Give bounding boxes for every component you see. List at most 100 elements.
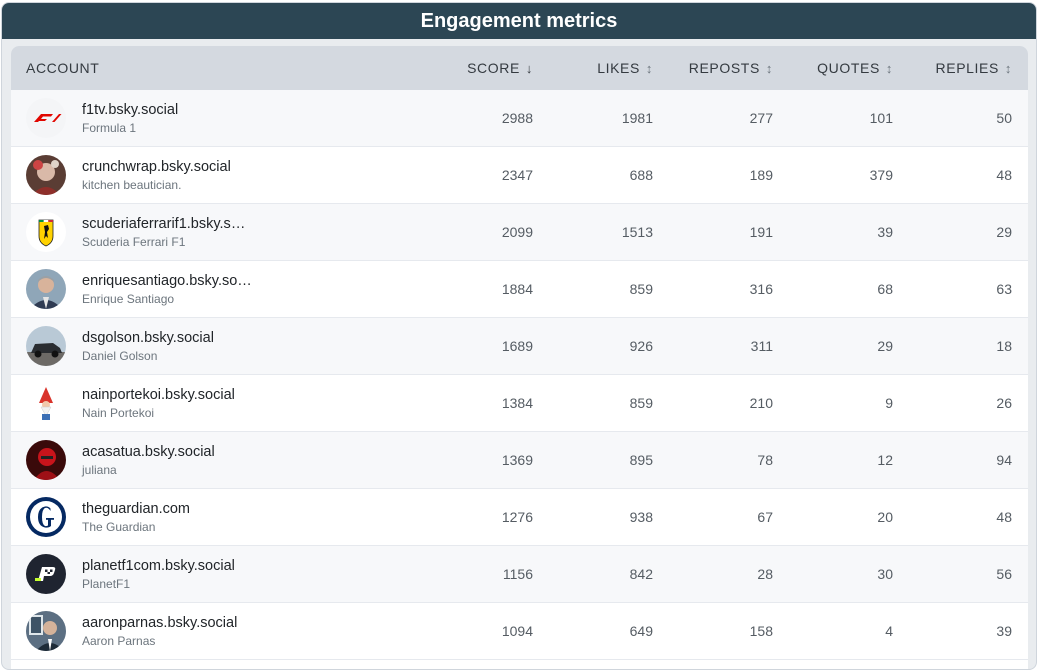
column-header-quotes[interactable]: QUOTES ↕ <box>788 60 908 76</box>
score-cell: 2099 <box>501 224 533 240</box>
score-cell: 1689 <box>501 338 533 354</box>
sort-icon: ↕ <box>885 61 893 76</box>
ferrari-shield-icon[interactable] <box>26 212 66 252</box>
quotes-cell: 379 <box>869 167 893 183</box>
table-row[interactable]: theguardian.com The Guardian 1276 938 67… <box>11 489 1028 546</box>
f1-logo-icon[interactable] <box>26 98 66 138</box>
replies-cell: 18 <box>996 338 1012 354</box>
account-display-name: Enrique Santiago <box>82 291 175 306</box>
column-label-likes: LIKES <box>597 60 640 76</box>
account-handle[interactable]: scuderiaferrarif1.bsky.so… <box>82 215 252 232</box>
portrait-photo-icon[interactable] <box>26 155 66 195</box>
gnome-icon[interactable] <box>26 383 66 423</box>
account-cell: enriquesantiago.bsky.so… Enrique Santiag… <box>11 269 428 309</box>
table-row[interactable]: nainportekoi.bsky.social Nain Portekoi 1… <box>11 375 1028 432</box>
car-photo-icon[interactable] <box>26 326 66 366</box>
reposts-cell: 158 <box>749 623 773 639</box>
metrics-table: ACCOUNT SCORE ↓ LIKES ↕ REPOSTS ↕ QUOTES ↕ R… <box>11 46 1028 669</box>
account-cell: f1tv.bsky.social Formula 1 <box>11 98 428 138</box>
reposts-cell: 78 <box>757 452 773 468</box>
account-handle[interactable]: dsgolson.bsky.social <box>82 329 214 346</box>
table-row[interactable]: planetf1com.bsky.social PlanetF1 1156 84… <box>11 546 1028 603</box>
reposts-cell: 189 <box>749 167 773 183</box>
account-display-name: juliana <box>82 462 117 477</box>
account-handle[interactable]: theguardian.com <box>82 500 191 517</box>
quotes-cell: 9 <box>885 395 893 411</box>
score-cell: 1156 <box>502 566 533 582</box>
reposts-cell: 277 <box>749 110 773 126</box>
score-cell: 1094 <box>501 623 533 639</box>
account-display-name: Daniel Golson <box>82 348 158 363</box>
column-header-likes[interactable]: LIKES ↕ <box>548 60 668 76</box>
panel-title: Engagement metrics <box>2 3 1036 39</box>
replies-cell: 39 <box>996 623 1012 639</box>
likes-cell: 842 <box>629 566 653 582</box>
likes-cell: 938 <box>629 509 653 525</box>
column-label-account: ACCOUNT <box>26 60 100 76</box>
quotes-cell: 12 <box>877 452 893 468</box>
likes-cell: 895 <box>629 452 653 468</box>
table-row[interactable]: enriquesantiago.bsky.so… Enrique Santiag… <box>11 261 1028 318</box>
account-cell: dsgolson.bsky.social Daniel Golson <box>11 326 428 366</box>
guardian-g-icon[interactable] <box>26 497 66 537</box>
table-row[interactable]: crunchwrap.bsky.social kitchen beauticia… <box>11 147 1028 204</box>
account-display-name: Nain Portekoi <box>82 405 155 420</box>
score-cell: 1384 <box>501 395 533 411</box>
column-header-replies[interactable]: REPLIES ↕ <box>908 60 1028 76</box>
account-handle[interactable]: crunchwrap.bsky.social <box>82 158 231 175</box>
score-cell: 1369 <box>501 452 533 468</box>
table-row[interactable]: scuderiaferrarif1.bsky.so… Scuderia Ferr… <box>11 204 1028 261</box>
likes-cell: 649 <box>629 623 653 639</box>
column-header-score[interactable]: SCORE ↓ <box>428 60 548 76</box>
account-handle[interactable]: f1tv.bsky.social <box>82 101 179 118</box>
red-photo-icon[interactable] <box>26 440 66 480</box>
column-label-score: SCORE <box>467 60 520 76</box>
likes-cell: 1981 <box>621 110 653 126</box>
score-cell: 2988 <box>501 110 533 126</box>
table-row[interactable]: f1tv.bsky.social Formula 1 2988 1981 277… <box>11 90 1028 147</box>
account-display-name: Formula 1 <box>82 120 137 135</box>
sort-icon: ↕ <box>1004 61 1012 76</box>
account-handle[interactable]: nainportekoi.bsky.social <box>82 386 235 403</box>
score-cell: 1884 <box>501 281 533 297</box>
account-display-name: The Guardian <box>82 519 156 534</box>
account-handle[interactable]: planetf1com.bsky.social <box>82 557 235 574</box>
quotes-cell: 68 <box>877 281 893 297</box>
planetf1-logo-icon[interactable] <box>26 554 66 594</box>
account-handle[interactable]: acasatua.bsky.social <box>82 443 215 460</box>
reposts-cell: 28 <box>757 566 773 582</box>
quotes-cell: 30 <box>877 566 893 582</box>
account-cell: crunchwrap.bsky.social kitchen beauticia… <box>11 155 428 195</box>
reposts-cell: 67 <box>757 509 773 525</box>
account-handle[interactable]: enriquesantiago.bsky.so… <box>82 272 252 289</box>
likes-cell: 1513 <box>621 224 653 240</box>
score-cell: 1276 <box>501 509 533 525</box>
score-cell: 2347 <box>501 167 533 183</box>
quotes-cell: 101 <box>869 110 893 126</box>
table-row[interactable]: acasatua.bsky.social juliana 1369 895 78… <box>11 432 1028 489</box>
reposts-cell: 316 <box>749 281 773 297</box>
column-label-reposts: REPOSTS <box>688 60 760 76</box>
likes-cell: 926 <box>629 338 653 354</box>
quotes-cell: 39 <box>877 224 893 240</box>
account-handle[interactable]: aaronparnas.bsky.social <box>82 614 238 631</box>
replies-cell: 63 <box>996 281 1012 297</box>
column-header-account[interactable]: ACCOUNT <box>11 60 428 76</box>
replies-cell: 56 <box>996 566 1012 582</box>
likes-cell: 859 <box>629 395 653 411</box>
sort-icon: ↕ <box>765 61 773 76</box>
account-display-name: PlanetF1 <box>82 576 131 591</box>
quotes-cell: 20 <box>877 509 893 525</box>
account-display-name: kitchen beautician. <box>82 177 182 192</box>
sort-icon: ↕ <box>645 61 653 76</box>
portrait-photo-icon[interactable] <box>26 611 66 651</box>
portrait-photo-icon[interactable] <box>26 269 66 309</box>
reposts-cell: 210 <box>749 395 773 411</box>
reposts-cell: 311 <box>750 338 773 354</box>
column-header-reposts[interactable]: REPOSTS ↕ <box>668 60 788 76</box>
table-row[interactable]: dsgolson.bsky.social Daniel Golson 1689 … <box>11 318 1028 375</box>
table-row[interactable]: aaronparnas.bsky.social Aaron Parnas 109… <box>11 603 1028 660</box>
column-label-replies: REPLIES <box>935 60 999 76</box>
account-display-name: Scuderia Ferrari F1 <box>82 234 186 249</box>
